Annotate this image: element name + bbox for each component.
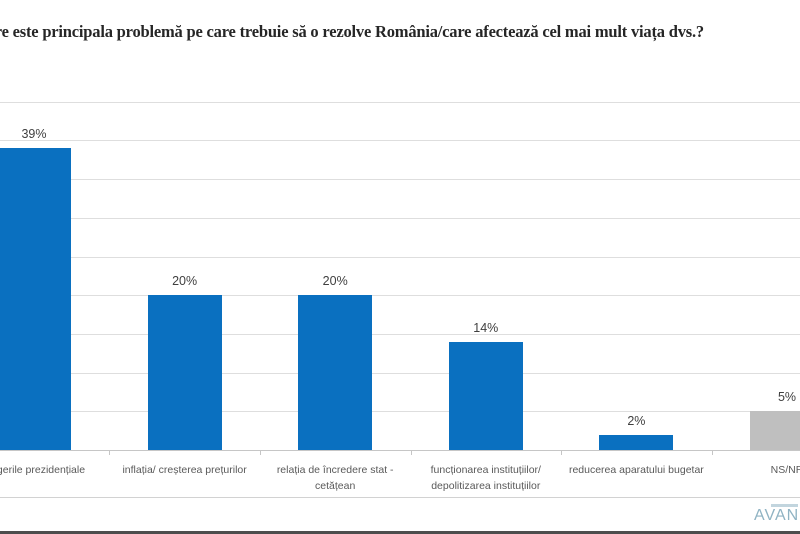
category-label-5: NS/NR	[770, 464, 800, 476]
gridline-10pct	[0, 372, 800, 374]
x-axis-tick	[711, 451, 713, 455]
gridline-35pct	[0, 179, 800, 181]
gridline-45pct	[0, 101, 800, 103]
logo-fineprint-text	[771, 504, 798, 507]
x-axis-tick	[259, 451, 261, 455]
gridline-15pct	[0, 333, 800, 335]
category-label-1: inflația/ creșterea prețurilor	[122, 464, 247, 476]
x-axis-tick	[410, 451, 412, 455]
footer-divider	[0, 497, 800, 498]
value-label-4: 2%	[627, 413, 646, 428]
chart-title: Care este principala problemă pe care tr…	[0, 22, 704, 41]
gridline-20pct	[0, 295, 800, 297]
gridline-5pct	[0, 411, 800, 413]
category-label-4: reducerea aparatului bugetar	[568, 464, 704, 476]
category-label-0: alegerile prezidențiale	[0, 464, 86, 476]
value-label-3: 14%	[473, 320, 499, 335]
gridline-25pct	[0, 256, 800, 258]
value-label-2: 20%	[322, 274, 348, 289]
bar-2	[298, 295, 373, 450]
slide-bottom-border	[0, 531, 800, 534]
x-axis-tick	[109, 451, 111, 455]
bar-0	[0, 148, 71, 450]
avangarde-logo: AVANGARDE	[754, 502, 800, 528]
value-label-5: 5%	[777, 390, 797, 405]
x-axis-tick	[561, 451, 563, 455]
bar-1	[147, 295, 222, 450]
value-label-0: 39%	[21, 127, 47, 142]
category-label-3: funcționarea instituțiilor/depolitizarea…	[430, 464, 541, 492]
bar-4	[599, 434, 674, 450]
x-axis-line	[0, 450, 800, 451]
bar-3	[448, 341, 523, 450]
gridline-30pct	[0, 217, 800, 219]
logo-wordmark: AVANGARDE	[754, 507, 800, 524]
category-label-2: relația de încredere stat - cetățean	[276, 464, 394, 492]
bar-5	[750, 411, 800, 450]
gridline-40pct	[0, 140, 800, 142]
value-label-1: 20%	[172, 274, 198, 289]
